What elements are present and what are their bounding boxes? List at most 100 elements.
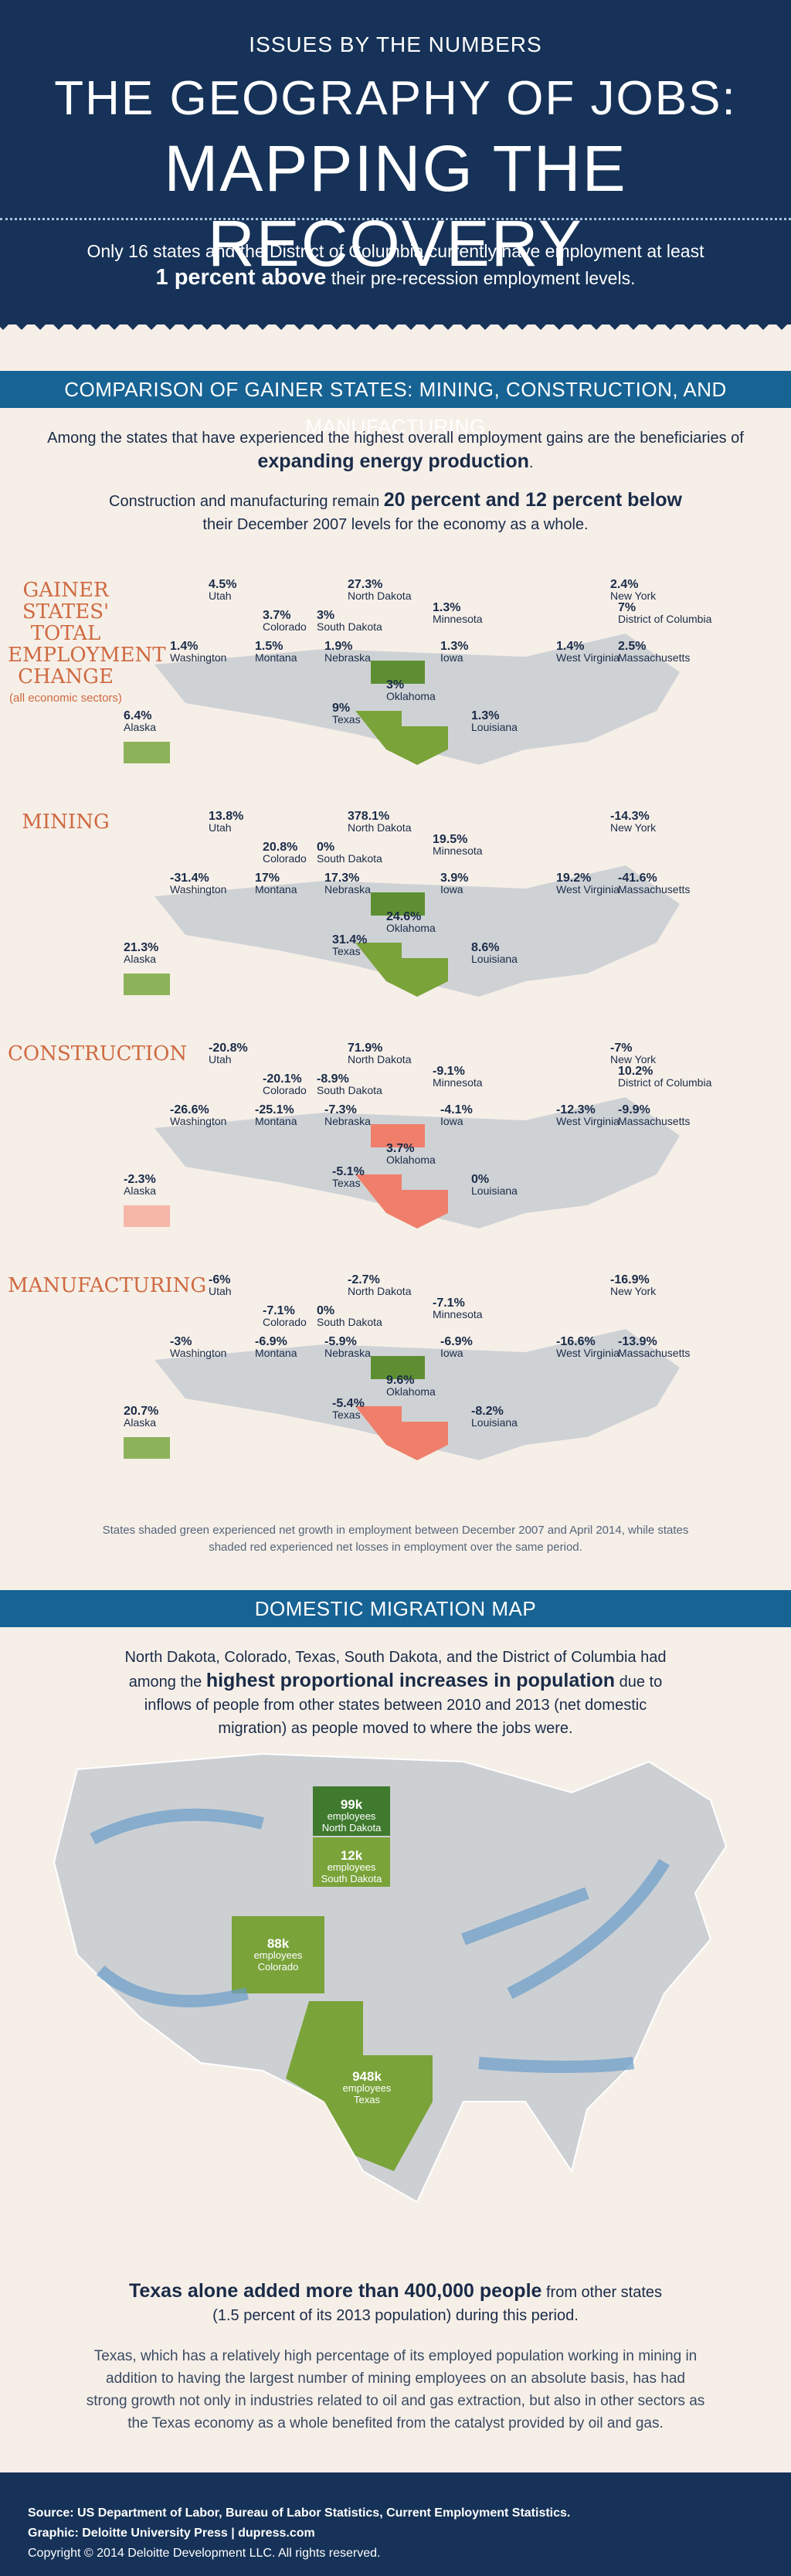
source-line: Source: US Department of Labor, Bureau o… <box>28 2506 571 2520</box>
state-value: 10.2% <box>618 1065 654 1078</box>
state-name: Utah <box>209 821 232 834</box>
state-value: -6% <box>209 1273 231 1286</box>
state-name: Massachusetts <box>618 883 691 895</box>
state-value: 3% <box>317 609 335 622</box>
state-name: Colorado <box>263 852 307 865</box>
state-name: Montana <box>255 1115 297 1127</box>
state-name: Iowa <box>440 883 463 895</box>
texas-line2: (1.5 percent of its 2013 population) dur… <box>212 2307 579 2324</box>
box-south-dakota: 12k employees South Dakota <box>317 1848 386 1884</box>
state-name: Washington <box>170 883 227 895</box>
state-name: Utah <box>209 1053 232 1065</box>
state-value: 24.6% <box>386 910 422 923</box>
state-label: 1.4% Washington <box>170 640 226 664</box>
divider <box>0 218 791 220</box>
map-shape <box>124 865 680 997</box>
co-count: 88k <box>266 1936 290 1951</box>
sd-unit: employees <box>327 1861 376 1873</box>
state-value: 0% <box>317 841 335 854</box>
section-label-text: Manufacturing <box>8 1274 207 1297</box>
state-value: 20.7% <box>124 1405 159 1418</box>
shading-note: States shaded green experienced net grow… <box>102 1524 689 1554</box>
state-label: 378.1% North Dakota <box>348 810 412 834</box>
state-label: -2.3% Alaska <box>124 1173 157 1197</box>
state-label: -5.9% Nebraska <box>324 1336 371 1359</box>
texas-headline: Texas alone added more than 400,000 peop… <box>46 2279 745 2327</box>
state-label: 3% South Dakota <box>317 609 382 633</box>
state-value: 378.1% <box>348 810 390 823</box>
copyright-line: Copyright © 2014 Deloitte Development LL… <box>28 2547 381 2560</box>
sector-map <box>124 819 726 997</box>
state-value: -5.1% <box>332 1165 365 1178</box>
state-value: -8.9% <box>317 1072 349 1086</box>
state-name: Montana <box>255 651 297 664</box>
state-label: -13.9% Massachusetts <box>618 1336 690 1359</box>
state-label: -6.9% Iowa <box>440 1336 473 1359</box>
state-value: 1.4% <box>170 640 199 653</box>
intro-post: their pre-recession employment levels. <box>331 268 636 288</box>
section-label: Manufacturing <box>8 1275 206 1296</box>
p1-pre: Among the states that have experienced t… <box>47 430 744 447</box>
state-label: 1.3% Louisiana <box>471 710 518 733</box>
tx-count: 948k <box>352 2069 382 2084</box>
state-value: 20.8% <box>263 841 298 854</box>
state-name: New York <box>610 590 657 602</box>
section-label: Gainer States' Total Employment Change (a… <box>8 579 166 709</box>
state-label: 3% Oklahoma <box>386 679 436 702</box>
state-name: Iowa <box>440 1347 463 1359</box>
state-label: -31.4% Washington <box>170 872 227 895</box>
box-texas: 948k employees Texas <box>324 2069 409 2105</box>
state-label: -25.1% Montana <box>255 1104 297 1127</box>
state-value: 17.3% <box>324 872 360 885</box>
sd-count: 12k <box>340 1848 363 1863</box>
kicker: ISSUES BY THE NUMBERS <box>249 32 542 56</box>
sector-map <box>124 1051 726 1229</box>
state-name: Alaska <box>124 953 157 965</box>
p1-post: . <box>528 454 534 471</box>
nd-count: 99k <box>340 1797 363 1812</box>
section-label-text: Mining <box>22 811 110 834</box>
state-value: -41.6% <box>618 872 657 885</box>
migration-paragraph: North Dakota, Colorado, Texas, South Dak… <box>116 1646 675 1740</box>
state-name: Alaska <box>124 1416 157 1429</box>
state-value: 1.5% <box>255 640 283 653</box>
state-label: 0% South Dakota <box>317 841 382 865</box>
comparison-paragraph-2: Construction and manufacturing remain 20… <box>46 488 745 536</box>
migration-map: 99k employees North Dakota 12k employees Sou… <box>31 1738 760 2217</box>
state-label: -6% Utah <box>209 1273 232 1297</box>
tx-unit: employees <box>342 2082 392 2094</box>
state-name: Washington <box>170 1115 227 1127</box>
state-label: 20.8% Colorado <box>263 841 307 865</box>
state-name: North Dakota <box>348 821 412 834</box>
state-name: Nebraska <box>324 883 371 895</box>
section-label: Construction <box>8 1043 187 1065</box>
state-name: New York <box>610 1285 657 1297</box>
state-value: -2.7% <box>348 1273 380 1286</box>
map-shape <box>124 1329 680 1460</box>
state-label: 17% Montana <box>255 872 297 895</box>
state-label: -20.8% Utah <box>209 1042 248 1065</box>
state-name: Texas <box>332 945 361 957</box>
state-value: -26.6% <box>170 1103 209 1116</box>
state-name: Alaska <box>124 1184 157 1197</box>
state-name: Texas <box>332 1409 361 1421</box>
p2-bold: 20 percent and 12 percent below <box>383 489 682 511</box>
state-value: -2.3% <box>124 1173 156 1186</box>
state-value: 9.6% <box>386 1374 415 1387</box>
state-value: -3% <box>170 1335 192 1348</box>
state-label: 20.7% Alaska <box>124 1405 159 1429</box>
state-name: Nebraska <box>324 1347 371 1359</box>
intro-pre: Only 16 states and the District of Colum… <box>87 241 704 261</box>
state-name: West Virginia <box>556 1347 620 1359</box>
state-label: -14.3% New York <box>610 811 656 834</box>
sector-map <box>124 587 726 765</box>
state-label: 8.6% Louisiana <box>471 942 518 965</box>
state-label: 21.3% Alaska <box>124 942 158 965</box>
state-name: Utah <box>209 590 232 602</box>
state-label: 4.5% Utah <box>209 579 236 602</box>
intro-bold: 1 percent above <box>155 265 327 290</box>
state-value: 3.7% <box>386 1142 415 1155</box>
state-label: -41.6% Massachusetts <box>618 872 691 895</box>
state-name: Oklahoma <box>386 690 436 702</box>
state-name: South Dakota <box>317 620 382 633</box>
